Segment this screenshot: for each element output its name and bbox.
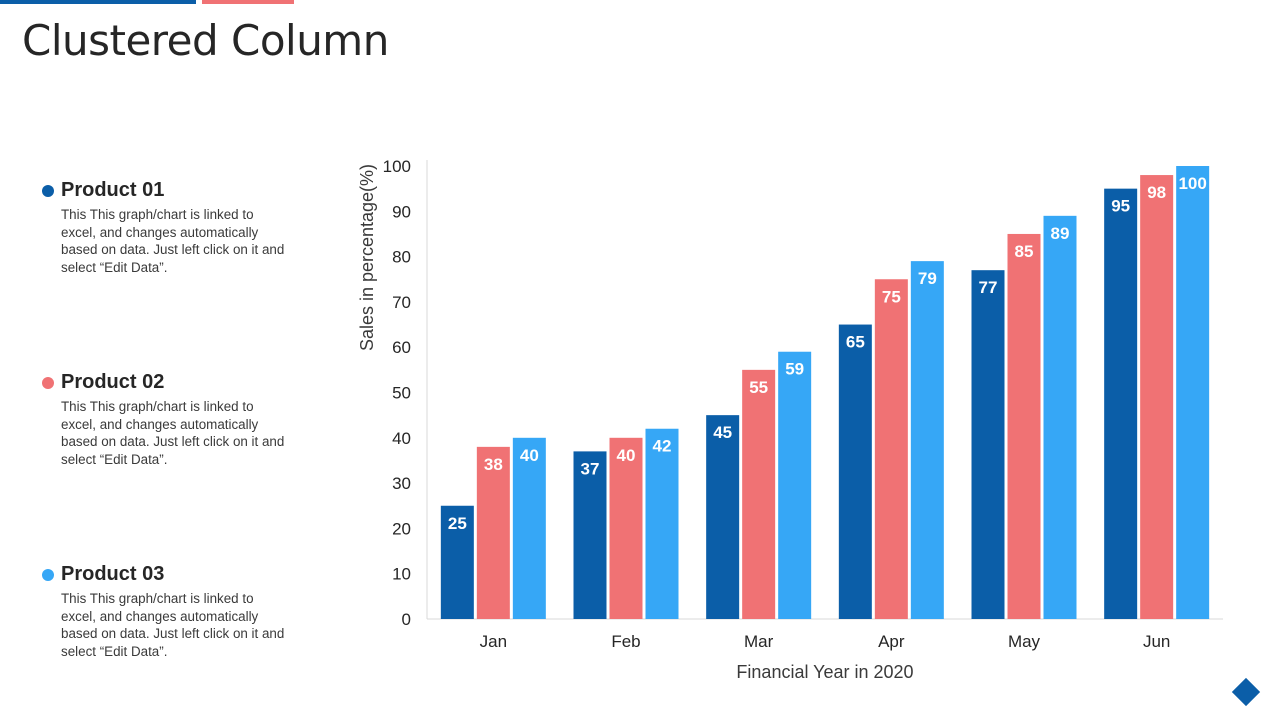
y-tick-label: 80 [392, 248, 411, 267]
data-label: 37 [581, 459, 600, 478]
data-label: 40 [617, 446, 636, 465]
x-tick-label: Feb [611, 632, 640, 651]
bar [838, 324, 872, 619]
y-tick-label: 10 [392, 565, 411, 584]
y-tick-label: 50 [392, 384, 411, 403]
bar [778, 351, 812, 619]
data-label: 89 [1051, 224, 1070, 243]
data-label: 55 [749, 378, 768, 397]
y-tick-label: 70 [392, 293, 411, 312]
top-accent-bar-blue [0, 0, 196, 4]
top-accent-bar-coral [202, 0, 294, 4]
legend-title: Product 02 [61, 371, 165, 393]
y-tick-label: 40 [392, 429, 411, 448]
bar [1104, 188, 1138, 619]
legend-description: This This graph/chart is linked to excel… [61, 591, 285, 659]
data-label: 95 [1111, 197, 1130, 216]
y-tick-label: 90 [392, 202, 411, 221]
data-label: 75 [882, 287, 901, 306]
data-label: 65 [846, 333, 865, 352]
legend-title: Product 01 [61, 179, 165, 201]
data-label: 42 [653, 437, 672, 456]
bar [440, 505, 474, 619]
legend-item-product-01: Product 01 This This graph/chart is link… [42, 179, 292, 276]
page-title: Clustered Column [22, 16, 389, 65]
data-label: 100 [1178, 174, 1206, 193]
data-label: 25 [448, 514, 467, 533]
legend-item-product-03: Product 03 This This graph/chart is link… [42, 563, 292, 660]
bar [1007, 233, 1041, 619]
x-tick-label: Jun [1143, 632, 1170, 651]
bar [645, 428, 679, 619]
bar [1140, 175, 1174, 619]
y-tick-label: 60 [392, 338, 411, 357]
data-label: 98 [1147, 183, 1166, 202]
y-tick-label: 20 [392, 519, 411, 538]
data-label: 38 [484, 455, 503, 474]
legend-title: Product 03 [61, 563, 165, 585]
y-tick-label: 30 [392, 474, 411, 493]
bar [874, 279, 908, 619]
y-axis-title: Sales in percentage(%) [357, 164, 377, 351]
legend-description: This This graph/chart is linked to excel… [61, 207, 285, 275]
bar [609, 437, 643, 619]
data-label: 45 [713, 423, 732, 442]
data-label: 59 [785, 360, 804, 379]
x-tick-label: Jan [480, 632, 507, 651]
x-tick-label: May [1008, 632, 1041, 651]
bar [1176, 166, 1210, 619]
data-label: 77 [979, 278, 998, 297]
y-tick-label: 0 [402, 610, 411, 629]
bar [1043, 215, 1077, 619]
data-label: 40 [520, 446, 539, 465]
legend-description: This This graph/chart is linked to excel… [61, 399, 285, 467]
x-tick-label: Apr [878, 632, 905, 651]
bar [476, 446, 510, 619]
legend-item-product-02: Product 02 This This graph/chart is link… [42, 371, 292, 468]
y-tick-label: 100 [383, 157, 411, 176]
bar [910, 261, 944, 619]
bar [573, 451, 607, 619]
legend-dot-icon [42, 184, 54, 197]
data-label: 85 [1015, 242, 1034, 261]
legend-dot-icon [42, 568, 54, 581]
x-axis-title: Financial Year in 2020 [736, 662, 913, 682]
x-tick-label: Mar [744, 632, 774, 651]
data-label: 79 [918, 269, 937, 288]
legend-dot-icon [42, 376, 54, 389]
bar [512, 437, 546, 619]
bar [971, 270, 1005, 619]
bar [742, 369, 776, 619]
bar [706, 415, 740, 619]
